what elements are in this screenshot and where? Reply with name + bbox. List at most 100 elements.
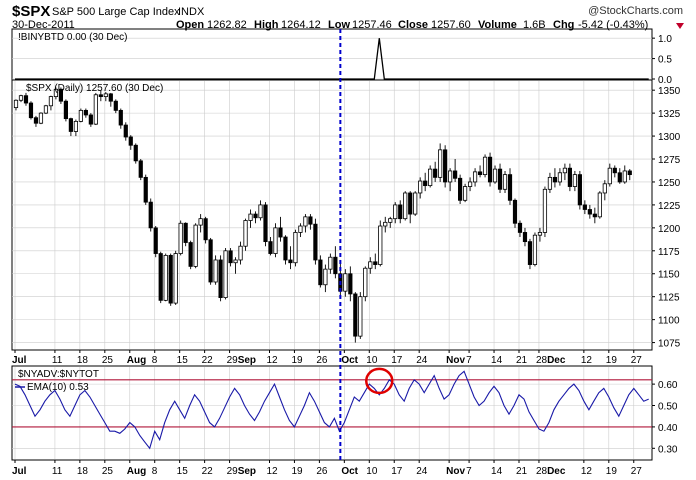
candle-body-down [552, 176, 558, 183]
candle-body-down [168, 254, 173, 304]
breadth-title: $NYADV:$NYTOT [18, 369, 99, 380]
candle-body-up [198, 218, 203, 226]
x-tick-label-breadth: 17 [391, 466, 403, 477]
candle-body-up [193, 224, 198, 267]
breadth-y-tick-label: 0.40 [658, 423, 678, 434]
close-value: 1257.60 [431, 19, 471, 31]
candle-body-up [562, 167, 568, 174]
x-tick-label-price: Oct [341, 355, 358, 366]
candle-body-down [118, 109, 123, 126]
volume-label: Volume [478, 19, 517, 31]
ema-series-line [14, 370, 649, 450]
x-tick-label-price: 21 [516, 355, 528, 366]
candle-body-down [453, 170, 458, 179]
x-tick-label-breadth: 10 [366, 466, 378, 477]
candle-body-down [443, 149, 448, 183]
x-tick-label-price: 8 [152, 355, 158, 366]
x-tick-label-price: Jul [12, 355, 27, 366]
price-y-tick-label: 1325 [658, 109, 681, 120]
candle-body-up [363, 267, 368, 298]
x-tick-label-price: 12 [266, 355, 278, 366]
candle-body-down [128, 136, 133, 146]
candle-body-up [418, 180, 423, 194]
candle-body-up [388, 218, 393, 223]
open-value: 1262.82 [207, 19, 247, 31]
candle-body-up [557, 172, 563, 183]
indicator-title: !BINYBTD 0.00 (30 Dec) [18, 32, 127, 43]
candle-body-up [448, 170, 453, 183]
indicator-y-tick-label: 0.5 [658, 55, 672, 66]
x-tick-label-breadth: 19 [606, 466, 618, 477]
candle-body-up [18, 95, 24, 101]
x-tick-label-price: 26 [316, 355, 328, 366]
x-tick-label-breadth: 12 [581, 466, 593, 477]
ema-legend: EMA(10) 0.53 [27, 382, 89, 393]
x-tick-label-price: 14 [491, 355, 503, 366]
candle-body-up [38, 112, 44, 124]
indicator-y-tick-label: 0.0 [658, 75, 672, 86]
x-tick-label-breadth: 18 [77, 466, 89, 477]
price-y-tick-label: 1075 [658, 339, 681, 350]
x-tick-label-price: 22 [202, 355, 214, 366]
x-tick-label-breadth: 11 [52, 466, 63, 477]
candle-body-down [68, 118, 73, 132]
gridlines [12, 37, 652, 459]
breadth-y-tick-label: 0.30 [658, 444, 678, 455]
down-arrow-icon [676, 23, 684, 29]
candle-body-up [248, 213, 253, 221]
x-tick-label-breadth: 24 [416, 466, 428, 477]
candle-body-down [253, 213, 258, 219]
candle-body-down [288, 259, 293, 264]
candle-body-up [438, 149, 443, 178]
candle-body-down [318, 259, 323, 286]
x-tick-label-breadth: Oct [341, 466, 358, 477]
x-tick-label-price: 17 [391, 355, 403, 366]
low-label: Low [328, 19, 350, 31]
candle-body-down [158, 253, 163, 301]
axis-labels: 1.00.50.01350132513001275125012251200117… [12, 34, 681, 477]
candle-body-down [373, 261, 378, 265]
highlight-circle [365, 367, 394, 395]
x-tick-label-price: 12 [581, 355, 593, 366]
candle-body-down [567, 167, 572, 187]
candle-body-up [48, 96, 54, 107]
chart-marks [12, 29, 652, 460]
candle-body-up [243, 220, 248, 247]
candle-body-up [163, 254, 168, 301]
candle-body-up [607, 167, 612, 185]
candle-body-down [582, 204, 587, 210]
candle-body-up [393, 204, 398, 220]
candle-body-up [328, 256, 333, 270]
candle-body-up [303, 216, 308, 227]
candle-body-up [273, 227, 278, 254]
close-label: Close [398, 19, 428, 31]
candle-body-down [617, 172, 622, 183]
candle-body-up [542, 188, 548, 233]
candle-body-up [358, 296, 363, 337]
candle-body-up [378, 225, 383, 265]
price-panel [11, 79, 653, 351]
candle-body-down [108, 93, 113, 102]
candle-body-down [203, 218, 208, 241]
candle-body-down [507, 174, 513, 201]
x-tick-label-price: 24 [416, 355, 428, 366]
symbol-title: $SPX [12, 3, 50, 20]
candle-body-up [298, 225, 303, 233]
candle-body-up [482, 156, 488, 176]
x-tick-label-price: 7 [466, 355, 472, 366]
breadth-y-tick-label: 0.60 [658, 380, 678, 391]
candle-body-up [462, 186, 468, 201]
price-y-tick-label: 1250 [658, 178, 681, 189]
candle-body-up [323, 268, 328, 286]
candle-body-down [33, 117, 39, 124]
x-tick-label-price: 27 [631, 355, 643, 366]
candle-body-up [492, 168, 498, 183]
price-y-tick-label: 1100 [658, 316, 680, 327]
breadth-y-tick-label: 0.50 [658, 402, 678, 413]
candle-body-down [627, 170, 632, 176]
x-tick-label-price: 19 [606, 355, 618, 366]
breadth-panel [11, 365, 653, 461]
chg-value: -5.42 (-0.43%) [578, 19, 648, 31]
candle-body-up [467, 181, 473, 187]
